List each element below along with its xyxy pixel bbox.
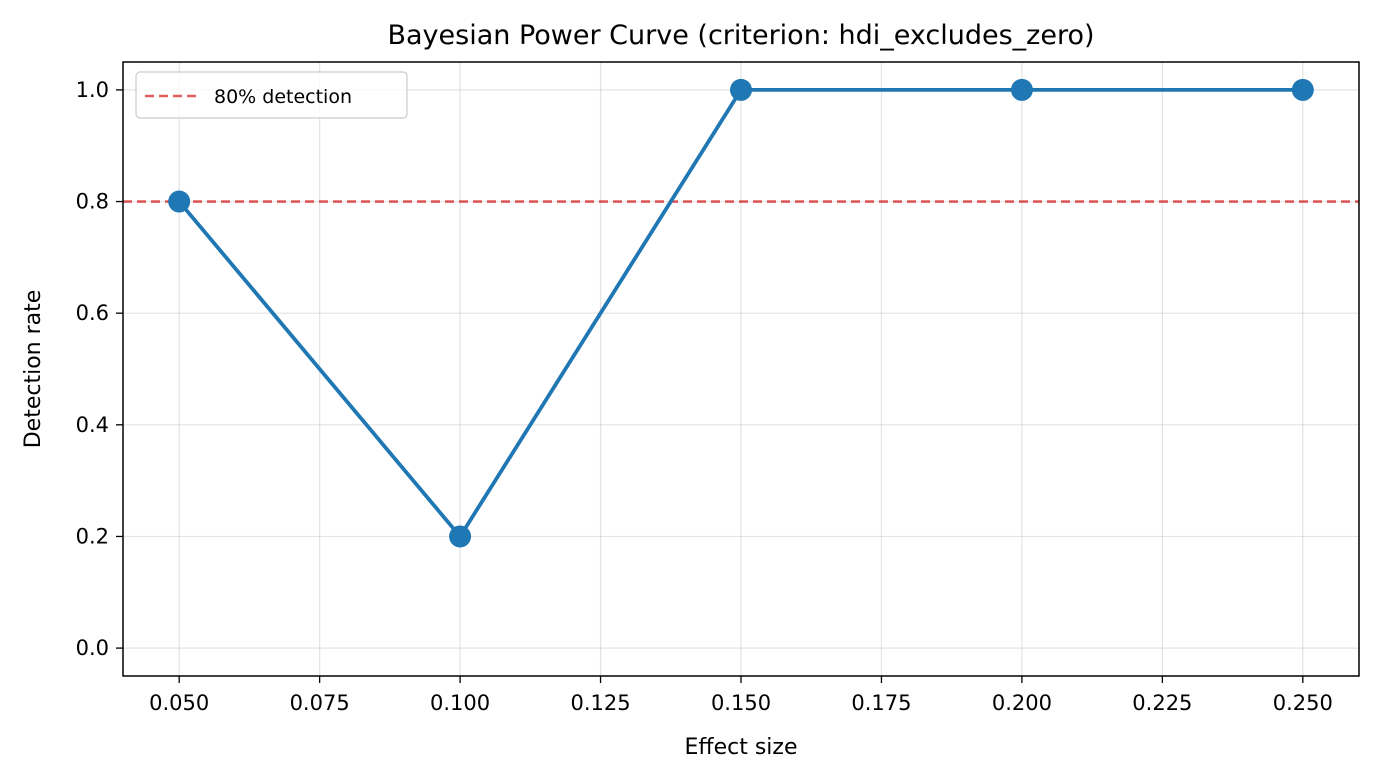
x-tick-label: 0.050 <box>149 691 209 715</box>
y-axis-label: Detection rate <box>21 290 46 449</box>
y-tick-label: 0.2 <box>76 524 109 548</box>
y-axis: 0.0 0.2 0.4 0.6 0.8 1.0 <box>76 78 123 660</box>
data-point <box>730 78 752 101</box>
x-tick-label: 0.200 <box>992 691 1052 715</box>
legend-entry-reference: 80% detection <box>214 86 352 108</box>
series-group <box>168 78 1314 548</box>
x-tick-label: 0.075 <box>290 691 350 715</box>
data-point <box>1010 78 1033 101</box>
x-tick-label: 0.100 <box>430 691 490 715</box>
data-point <box>449 525 472 548</box>
y-tick-label: 0.6 <box>76 301 109 325</box>
x-tick-label: 0.175 <box>851 691 911 715</box>
data-point <box>1291 78 1314 101</box>
x-tick-label: 0.125 <box>570 691 630 715</box>
x-tick-label: 0.250 <box>1273 691 1333 715</box>
chart-title: Bayesian Power Curve (criterion: hdi_exc… <box>387 20 1094 51</box>
y-tick-label: 0.8 <box>76 190 109 214</box>
y-tick-label: 0.4 <box>76 413 109 437</box>
legend: 80% detection <box>135 71 408 119</box>
legend-box <box>135 71 408 119</box>
x-axis-label: Effect size <box>685 735 798 760</box>
grid <box>123 62 1359 676</box>
y-tick-label: 1.0 <box>76 78 109 102</box>
x-tick-label: 0.225 <box>1132 691 1192 715</box>
x-tick-label: 0.150 <box>711 691 771 715</box>
data-point <box>168 190 191 213</box>
x-axis: 0.050 0.075 0.100 0.125 0.150 0.175 0.200 0.225… <box>149 676 1333 715</box>
y-tick-label: 0.0 <box>76 636 109 660</box>
